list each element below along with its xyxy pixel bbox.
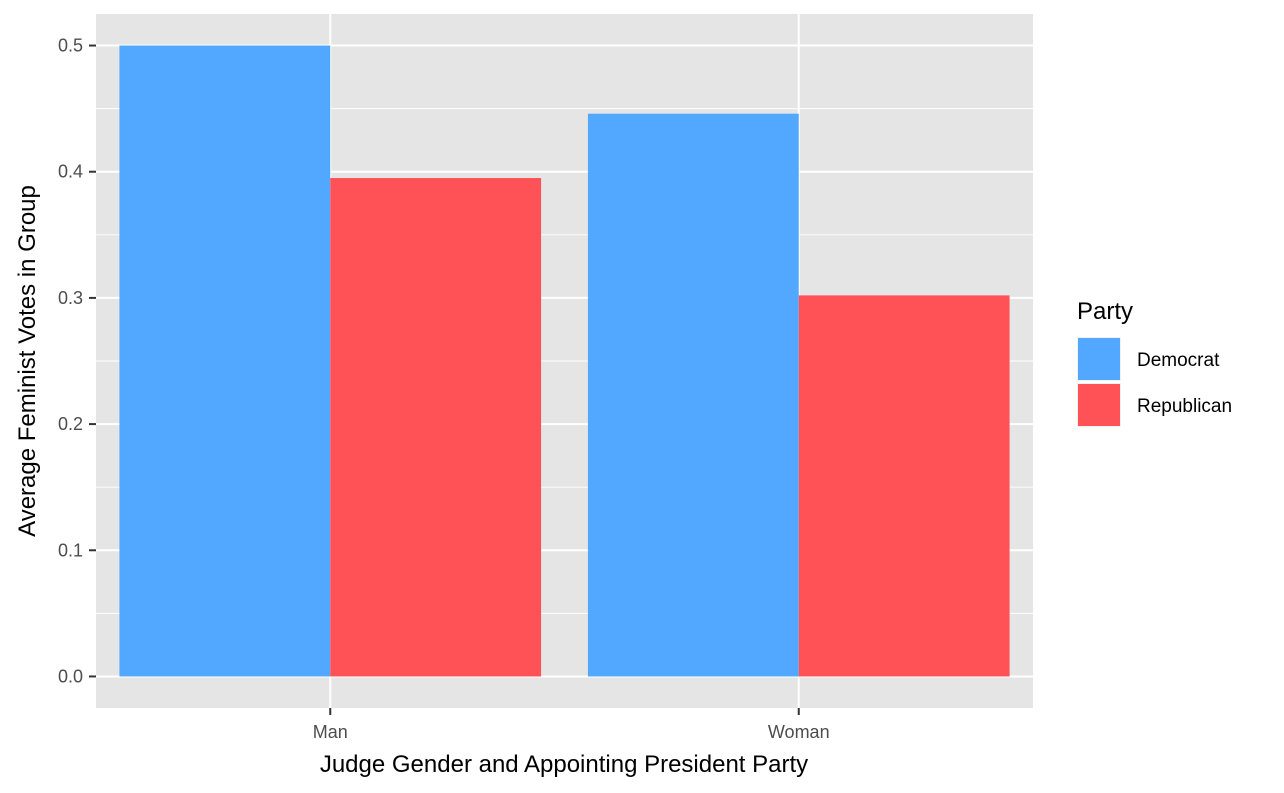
y-tick-label: 0.4 xyxy=(58,162,83,182)
x-axis: Man Woman xyxy=(313,708,830,742)
bar-democrat-man xyxy=(119,45,331,677)
bar-democrat-woman xyxy=(587,113,799,677)
x-axis-title: Judge Gender and Appointing President Pa… xyxy=(320,751,808,778)
y-tick-label: 0.3 xyxy=(58,288,83,308)
bar-republican-man xyxy=(330,178,542,677)
legend-key-republican xyxy=(1078,384,1120,426)
y-tick-label: 0.0 xyxy=(58,666,83,686)
bar-republican-woman xyxy=(798,295,1010,677)
x-tick-label: Man xyxy=(313,722,348,742)
legend-label-democrat: Democrat xyxy=(1137,350,1220,371)
legend-title: Party xyxy=(1077,298,1133,325)
y-axis-title: Average Feminist Votes in Group xyxy=(14,185,41,537)
legend: Party Democrat Republican xyxy=(1077,298,1232,427)
y-tick-label: 0.5 xyxy=(58,36,83,56)
y-tick-label: 0.2 xyxy=(58,414,83,434)
x-tick-label: Woman xyxy=(768,722,830,742)
bars xyxy=(119,45,1010,677)
legend-key-democrat xyxy=(1078,338,1120,380)
legend-label-republican: Republican xyxy=(1137,396,1232,417)
y-tick-label: 0.1 xyxy=(58,540,83,560)
y-axis: 0.0 0.1 0.2 0.3 0.4 0.5 xyxy=(58,36,96,686)
